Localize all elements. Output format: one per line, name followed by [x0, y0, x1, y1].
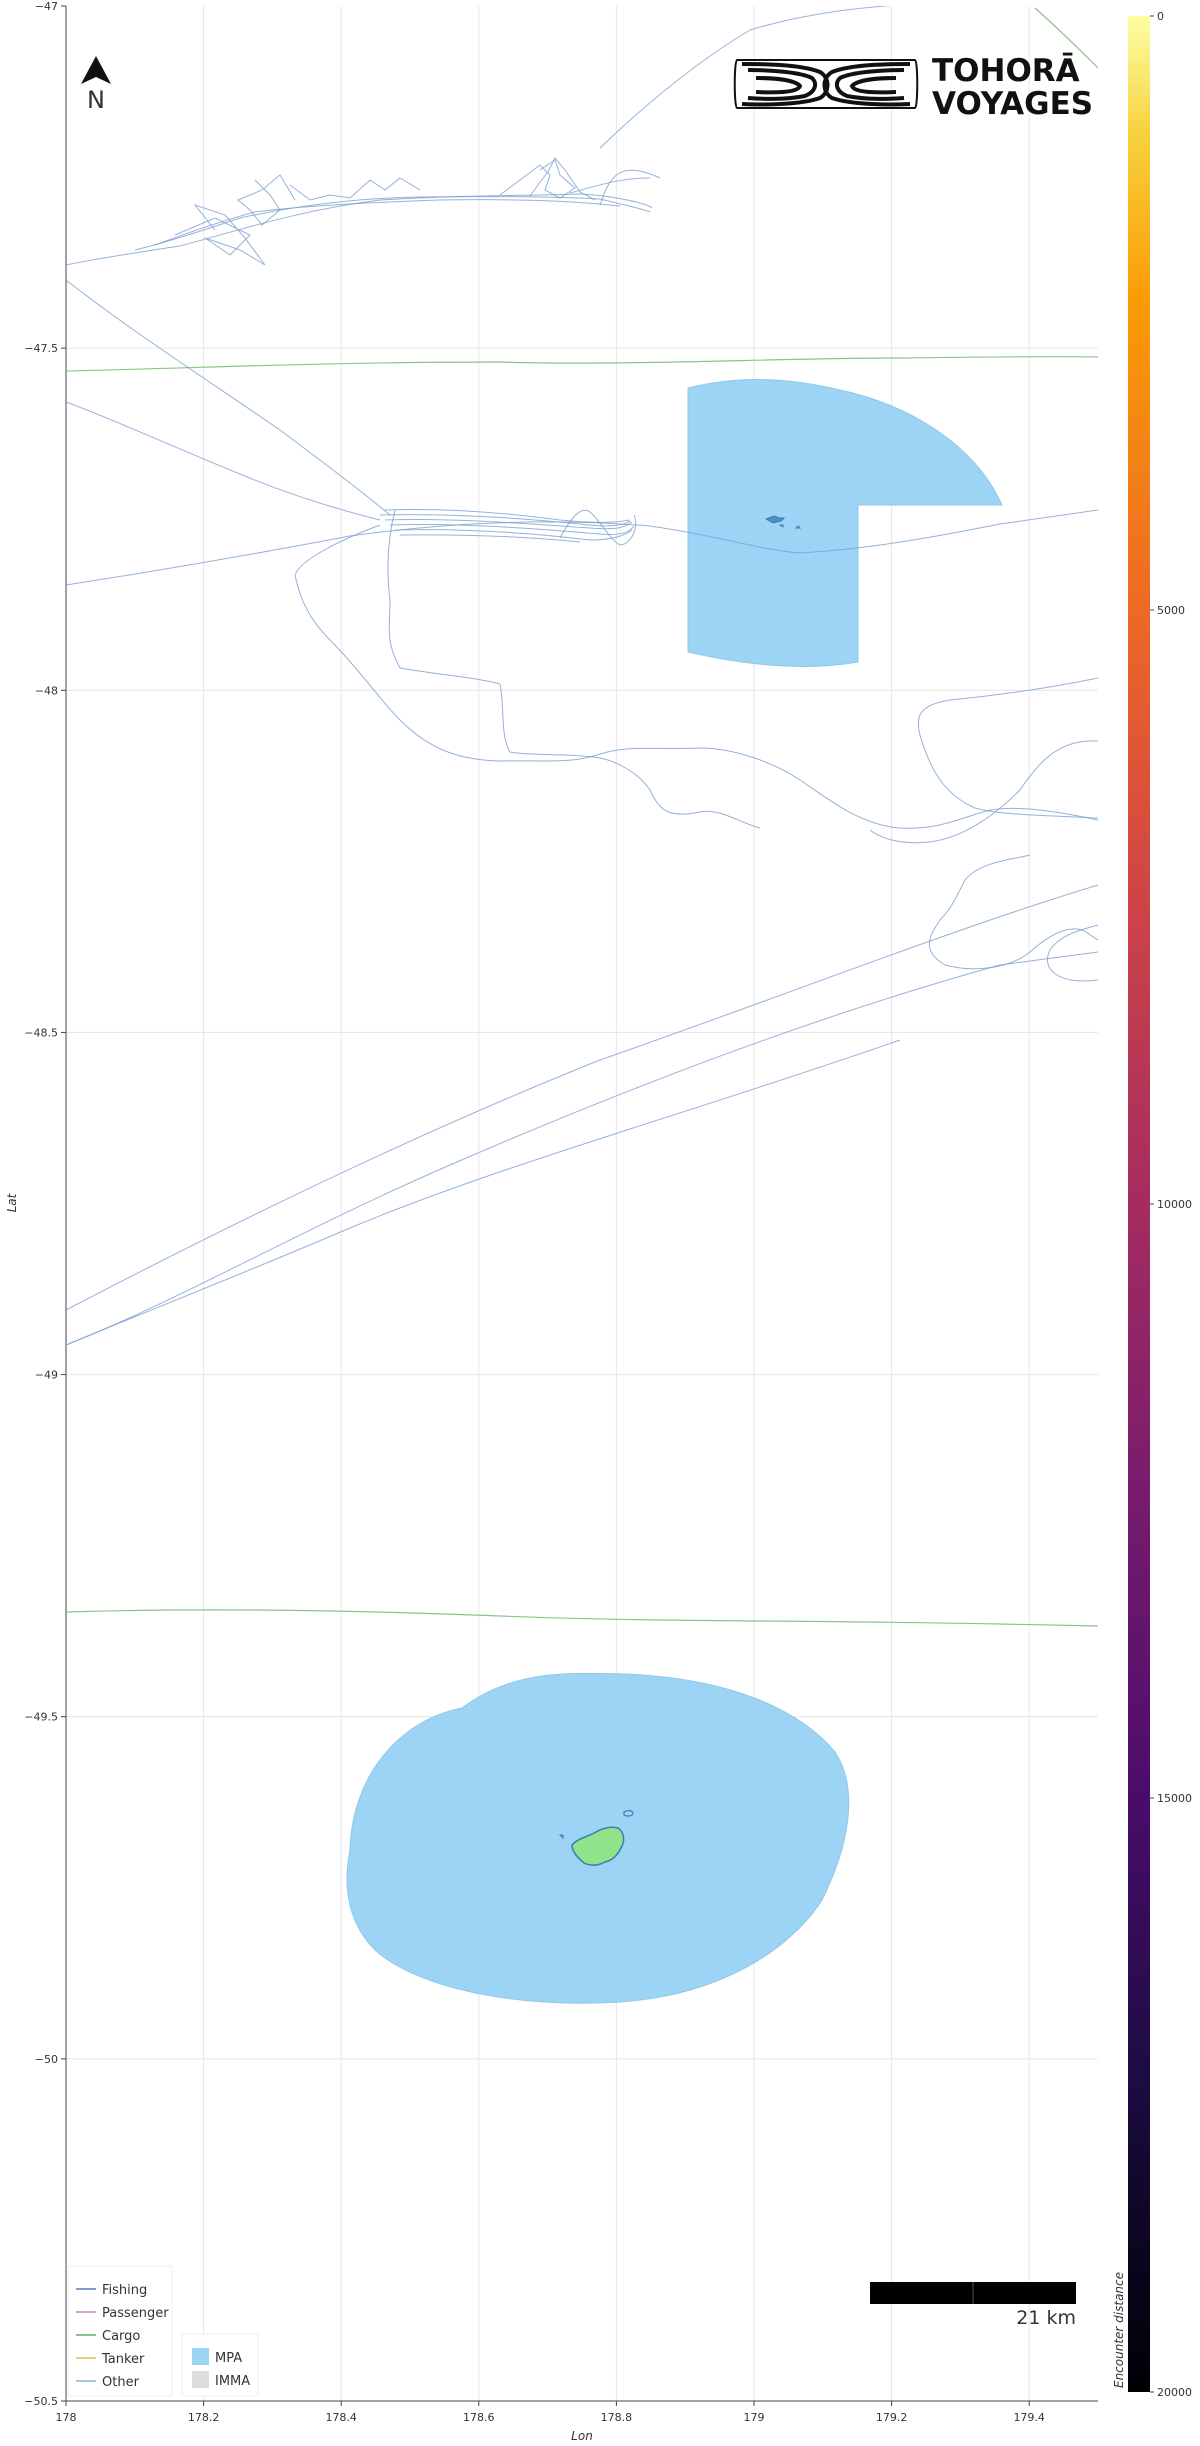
island-bounty-main: [764, 515, 786, 524]
scale-bar-label: 21 km: [1016, 2307, 1076, 2329]
island-main: [571, 1826, 625, 1866]
mpa-area-north: [687, 379, 1003, 667]
island-bounty-islet-a: [778, 524, 784, 528]
gridlines: [66, 6, 1098, 2401]
x-tick-label: 178.4: [325, 2411, 357, 2424]
y-tick-label: −49.5: [24, 1711, 58, 1724]
x-tick-label: 179: [744, 2411, 765, 2424]
y-tick-label: −49: [35, 1369, 58, 1382]
legend-label-fishing: Fishing: [102, 2283, 147, 2298]
legend-areas: MPA IMMA: [181, 2333, 259, 2397]
y-tick-label: −48: [35, 684, 58, 697]
x-tick-labels: 178 178.2 178.4 178.6 178.8 179 179.2 179.4: [56, 2401, 1045, 2424]
colorbar-tick-label: 10000: [1157, 1198, 1192, 1211]
north-arrow: N: [81, 56, 111, 114]
y-tick-label: −47: [35, 0, 58, 13]
logo-line-1: TOHORĀ: [932, 53, 1080, 89]
x-tick-label: 178.2: [188, 2411, 220, 2424]
y-tick-labels: −47 −47.5 −48 −48.5 −49 −49.5 −50 −50.5: [24, 0, 66, 2408]
colorbar-tick-label: 20000: [1157, 2386, 1192, 2399]
legend-label-other: Other: [102, 2375, 140, 2390]
x-tick-label: 178.8: [601, 2411, 633, 2424]
logo-line-2: VOYAGES: [932, 86, 1093, 122]
legend-label-passenger: Passenger: [102, 2306, 169, 2321]
island-islet: [623, 1810, 634, 1817]
colorbar-tick-labels: 0 5000 10000 15000 20000: [1150, 10, 1192, 2399]
legend-vessels: Fishing Passenger Cargo Tanker Other: [67, 2265, 173, 2397]
colorbar-title: Encounter distance: [1112, 2272, 1126, 2388]
colorbar-tick-label: 5000: [1157, 604, 1185, 617]
y-tick-label: −50: [35, 2053, 58, 2066]
plot-area: [65, 6, 1098, 2402]
x-tick-label: 179.2: [876, 2411, 908, 2424]
x-axis-title: Lon: [571, 2429, 593, 2443]
colorbar-gradient: [1128, 16, 1150, 2392]
y-tick-label: −50.5: [24, 2395, 58, 2408]
y-tick-label: −47.5: [24, 342, 58, 355]
island-rock: [558, 1834, 564, 1840]
colorbar: 0 5000 10000 15000 20000 Encounter distance: [1112, 10, 1192, 2399]
x-tick-label: 178.6: [463, 2411, 495, 2424]
y-tick-label: −48.5: [24, 1026, 58, 1039]
legend-label-cargo: Cargo: [102, 2329, 140, 2344]
y-axis-title: Lat: [5, 1192, 19, 1212]
logo-emblem-icon: [733, 59, 919, 109]
north-label: N: [87, 86, 105, 114]
scale-bar: 21 km: [870, 2282, 1076, 2329]
colorbar-tick-label: 0: [1157, 10, 1164, 23]
legend-label-mpa: MPA: [215, 2351, 242, 2366]
scale-bar-segment-2: [973, 2282, 1076, 2304]
island-bounty-islet-b: [794, 525, 802, 529]
legend-label-imma: IMMA: [215, 2374, 250, 2389]
brand-logo: TOHORĀ VOYAGES: [733, 53, 1093, 122]
cargo-tracks: [66, 7, 1098, 1627]
legend-swatch-imma: [192, 2371, 209, 2388]
fishing-tracks: [66, 6, 1098, 1346]
x-tick-label: 179.4: [1013, 2411, 1045, 2424]
x-tick-label: 178: [56, 2411, 77, 2424]
north-arrow-icon: [81, 56, 111, 84]
legend-swatch-mpa: [192, 2348, 209, 2365]
scale-bar-segment-1: [870, 2282, 973, 2304]
legend-label-tanker: Tanker: [101, 2352, 145, 2367]
colorbar-tick-label: 15000: [1157, 1792, 1192, 1805]
